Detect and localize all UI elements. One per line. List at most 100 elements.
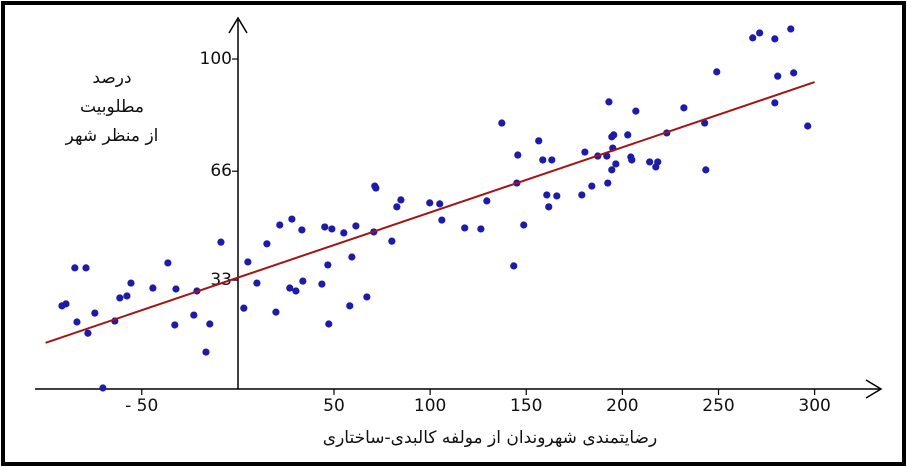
- point: [272, 308, 280, 316]
- point: [253, 279, 261, 287]
- point: [610, 131, 618, 139]
- point: [388, 237, 396, 245]
- point: [646, 158, 654, 166]
- point: [787, 25, 795, 33]
- point: [372, 184, 380, 192]
- y-axis-label-line: درصد: [92, 68, 131, 88]
- point: [545, 203, 553, 211]
- point: [548, 156, 556, 164]
- y-axis-arrow: [228, 16, 248, 34]
- point: [321, 223, 329, 231]
- y-axis-label: درصد مطلوبیت از منظر شهر: [65, 68, 159, 146]
- point: [605, 98, 613, 106]
- point: [82, 264, 90, 272]
- point: [71, 264, 79, 272]
- point: [123, 292, 131, 300]
- point: [276, 221, 284, 229]
- point: [84, 329, 92, 337]
- point: [62, 300, 70, 308]
- point: [244, 258, 252, 266]
- point: [624, 131, 632, 139]
- point: [680, 104, 688, 112]
- point: [438, 216, 446, 224]
- x-tick-label: 200: [606, 396, 638, 416]
- point: [539, 156, 547, 164]
- point: [240, 304, 248, 312]
- point: [790, 69, 798, 77]
- point: [172, 285, 180, 293]
- point: [286, 284, 294, 292]
- point: [298, 226, 306, 234]
- point: [426, 199, 434, 207]
- point: [73, 318, 81, 326]
- point: [461, 224, 469, 232]
- point: [171, 321, 179, 329]
- point: [581, 148, 589, 156]
- point: [553, 192, 561, 200]
- point: [701, 119, 709, 127]
- point: [604, 179, 612, 187]
- point: [498, 119, 506, 127]
- point: [352, 222, 360, 230]
- point: [520, 221, 528, 229]
- point: [514, 151, 522, 159]
- point: [436, 200, 444, 208]
- point: [318, 280, 326, 288]
- x-tick-label: 150: [510, 396, 542, 416]
- point: [702, 166, 710, 174]
- trend-line: [45, 81, 815, 344]
- x-axis-arrow: [865, 379, 883, 399]
- point: [477, 225, 485, 233]
- point: [588, 182, 596, 190]
- point: [608, 166, 616, 174]
- point: [190, 311, 198, 319]
- point: [749, 34, 757, 42]
- x-axis-label: رضایتمندی شهروندان از مولفه کالبدی-ساختا…: [323, 428, 657, 448]
- point: [206, 320, 214, 328]
- point: [612, 160, 620, 168]
- point: [397, 196, 405, 204]
- point: [713, 68, 721, 76]
- point: [292, 287, 300, 295]
- x-tick-label: - 50: [125, 396, 158, 416]
- point: [483, 197, 491, 205]
- point: [535, 137, 543, 145]
- point: [363, 293, 371, 301]
- x-tick-label: 100: [414, 396, 446, 416]
- point: [164, 259, 172, 267]
- y-axis-label-line: از منظر شهر: [65, 126, 159, 146]
- point: [543, 191, 551, 199]
- y-tick-label: 100: [200, 49, 232, 69]
- x-tick-label: 250: [702, 396, 734, 416]
- point: [632, 107, 640, 115]
- point: [510, 262, 518, 270]
- point: [202, 348, 210, 356]
- y-tick-label: 66: [210, 161, 232, 181]
- point: [804, 122, 812, 130]
- point: [99, 384, 107, 392]
- point: [340, 229, 348, 237]
- point: [288, 215, 296, 223]
- point: [654, 158, 662, 166]
- y-axis-label-line: مطلوبیت: [80, 97, 144, 117]
- point: [149, 284, 157, 292]
- point: [325, 320, 333, 328]
- x-tick-label: 50: [323, 396, 345, 416]
- point: [127, 279, 135, 287]
- point: [348, 253, 356, 261]
- point: [346, 302, 354, 310]
- point: [263, 240, 271, 248]
- point: [116, 294, 124, 302]
- point: [393, 203, 401, 211]
- point: [771, 35, 779, 43]
- point: [756, 29, 764, 37]
- point: [91, 309, 99, 317]
- point: [628, 156, 636, 164]
- point: [217, 238, 225, 246]
- point: [578, 191, 586, 199]
- point: [774, 72, 782, 80]
- point: [328, 225, 336, 233]
- point: [771, 99, 779, 107]
